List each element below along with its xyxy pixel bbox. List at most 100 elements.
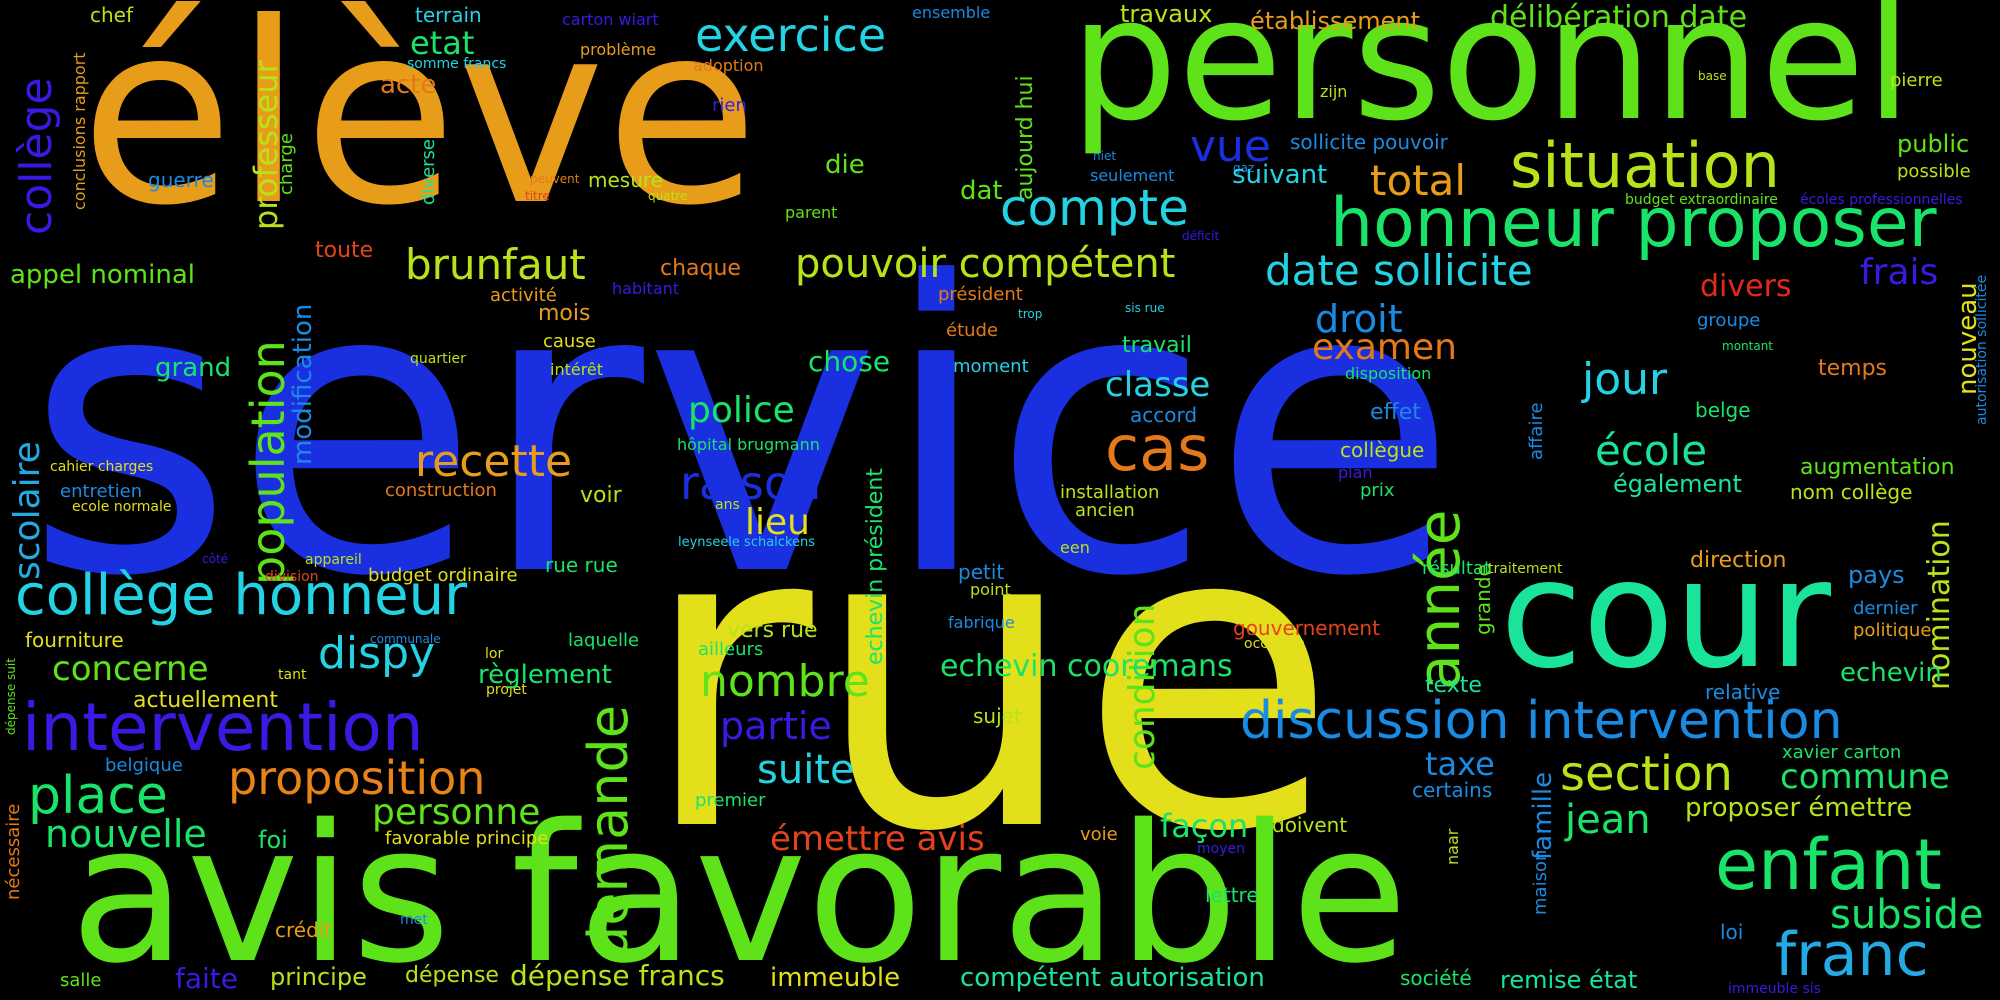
word: élève bbox=[80, 0, 759, 260]
word: cour bbox=[1500, 528, 1831, 702]
word: montant bbox=[1722, 339, 1774, 353]
word: dépense suit bbox=[4, 658, 18, 735]
word: xavier carton bbox=[1782, 742, 1902, 763]
word: classe bbox=[1105, 365, 1211, 405]
word: résultat bbox=[1422, 558, 1492, 579]
word: parent bbox=[785, 203, 838, 222]
word: groupe bbox=[1697, 310, 1761, 331]
word: immeuble bbox=[770, 963, 901, 993]
word: collègue bbox=[1340, 438, 1425, 462]
word: quatre bbox=[648, 189, 688, 203]
word: jour bbox=[1582, 354, 1668, 405]
word: chaque bbox=[660, 256, 741, 281]
word: société bbox=[1400, 966, 1472, 990]
word: proposition bbox=[228, 751, 486, 805]
word: honneur proposer bbox=[1330, 184, 1937, 263]
word: commune bbox=[1780, 757, 1950, 797]
word: droit bbox=[1315, 297, 1403, 341]
word: direction bbox=[1690, 548, 1787, 573]
word: famille bbox=[1528, 771, 1558, 860]
word: personne bbox=[372, 792, 541, 833]
word: règlement bbox=[478, 660, 612, 690]
word: ecole normale bbox=[72, 499, 172, 515]
word: rue rue bbox=[545, 553, 618, 577]
word: partie bbox=[720, 704, 832, 748]
word: rien bbox=[712, 95, 747, 116]
word: moment bbox=[953, 356, 1029, 377]
word: adoption bbox=[693, 56, 764, 75]
word: favorable principe bbox=[385, 828, 549, 849]
word: frais bbox=[1860, 252, 1939, 293]
word: appareil bbox=[305, 552, 362, 568]
word: echevin président bbox=[863, 468, 888, 665]
word: école bbox=[1595, 426, 1708, 475]
word: nom collège bbox=[1790, 480, 1913, 504]
word: intérêt bbox=[550, 360, 604, 379]
word: lettre bbox=[1205, 883, 1259, 907]
word: voie bbox=[1080, 824, 1118, 845]
word: émettre avis bbox=[770, 819, 985, 859]
word: déficit bbox=[1182, 229, 1220, 243]
word: somme francs bbox=[407, 56, 507, 72]
word: sollicite pouvoir bbox=[1290, 130, 1448, 154]
word: place bbox=[28, 766, 168, 826]
word: écoles professionnelles bbox=[1800, 192, 1963, 208]
word: mesure bbox=[588, 168, 663, 192]
word: certains bbox=[1412, 778, 1493, 802]
word: foi bbox=[258, 826, 288, 854]
word: possible bbox=[1897, 161, 1971, 182]
word: enfant bbox=[1715, 824, 1942, 906]
word: étude bbox=[946, 320, 999, 341]
word: nombre bbox=[700, 656, 870, 707]
word: ancien bbox=[1075, 500, 1135, 521]
word: année bbox=[1405, 509, 1473, 690]
word: délibération date bbox=[1490, 0, 1748, 35]
word: total bbox=[1370, 156, 1467, 205]
word: cause bbox=[543, 331, 596, 352]
word: hôpital brugmann bbox=[677, 435, 820, 454]
word: met bbox=[400, 912, 428, 928]
word: seulement bbox=[1090, 166, 1175, 185]
word: mois bbox=[538, 301, 591, 326]
word: voir bbox=[580, 483, 622, 508]
word: fabrique bbox=[948, 613, 1015, 632]
word: plan bbox=[1338, 463, 1373, 482]
word: avis favorable bbox=[70, 784, 1408, 1000]
word: modification bbox=[288, 303, 318, 465]
word: façon bbox=[1160, 807, 1249, 845]
word: section bbox=[1560, 746, 1733, 802]
word: peuvent bbox=[530, 172, 580, 186]
word: guerre bbox=[148, 168, 214, 192]
word: maison bbox=[1530, 849, 1551, 915]
word: exercice bbox=[695, 8, 887, 62]
word: population bbox=[241, 340, 295, 585]
word: brunfaut bbox=[405, 240, 586, 289]
word: dispy bbox=[318, 628, 436, 679]
word: discussion intervention bbox=[1240, 691, 1843, 751]
word: scolaire bbox=[7, 441, 48, 580]
word: budget ordinaire bbox=[368, 565, 518, 586]
word: base bbox=[1698, 69, 1727, 83]
word: collège bbox=[11, 77, 62, 235]
word: faite bbox=[175, 962, 238, 995]
word: cahier charges bbox=[50, 459, 154, 475]
word: tant bbox=[278, 667, 307, 683]
word: ensemble bbox=[912, 3, 991, 22]
word: travaux bbox=[1120, 0, 1213, 28]
word: date sollicite bbox=[1265, 246, 1533, 295]
word: demande bbox=[577, 705, 640, 960]
word: ans bbox=[715, 497, 740, 513]
word: grand bbox=[155, 353, 232, 383]
word: moyen bbox=[1197, 841, 1245, 857]
word: jean bbox=[1565, 797, 1651, 843]
word: franc bbox=[1775, 920, 1929, 990]
word: divers bbox=[1700, 269, 1792, 304]
word: autorisation sollicitée bbox=[1974, 274, 1990, 425]
word: division bbox=[265, 569, 319, 585]
word: établissement bbox=[1250, 7, 1420, 35]
word: occasion bbox=[1244, 636, 1306, 652]
word: suivant bbox=[1232, 160, 1328, 190]
word: trop bbox=[1018, 307, 1043, 321]
word: pays bbox=[1848, 561, 1905, 589]
